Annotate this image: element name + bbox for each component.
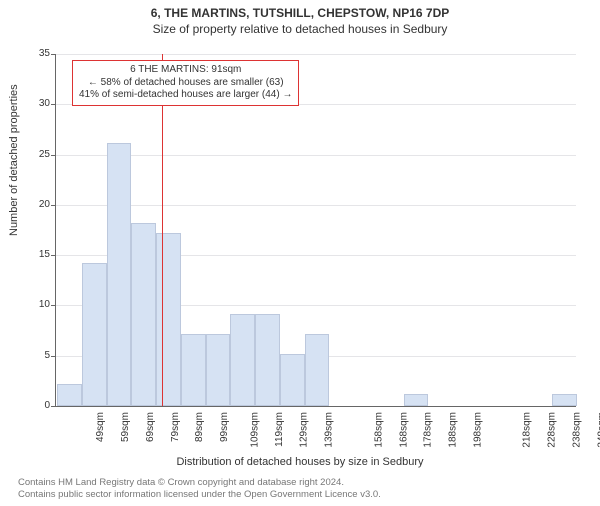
histogram-bar	[305, 334, 330, 406]
histogram-bar	[552, 394, 577, 406]
y-tick-label: 35	[26, 48, 50, 59]
x-tick-label: 89sqm	[194, 412, 205, 442]
y-tick-label: 0	[26, 400, 50, 411]
gridline	[56, 155, 576, 156]
histogram-bar	[107, 143, 132, 406]
x-tick-label: 168sqm	[398, 412, 409, 448]
x-tick-label: 79sqm	[170, 412, 181, 442]
histogram-bar	[255, 314, 280, 407]
title-sub: Size of property relative to detached ho…	[0, 22, 600, 36]
histogram-bar	[156, 233, 181, 406]
x-tick-label: 238sqm	[571, 412, 582, 448]
y-tick-label: 20	[26, 199, 50, 210]
histogram-bar	[131, 223, 156, 406]
histogram-bar	[181, 334, 206, 406]
y-axis-title: Number of detached properties	[8, 84, 20, 236]
x-tick-label: 178sqm	[423, 412, 434, 448]
y-tick-label: 15	[26, 249, 50, 260]
x-tick-label: 109sqm	[250, 412, 261, 448]
histogram-bar	[57, 384, 82, 406]
footer-line-1: Contains HM Land Registry data © Crown c…	[18, 477, 344, 488]
gridline	[56, 205, 576, 206]
histogram-bar	[82, 263, 107, 406]
annotation-line: 41% of semi-detached houses are larger (…	[79, 89, 292, 102]
y-tick-label: 5	[26, 350, 50, 361]
footer-line-2: Contains public sector information licen…	[18, 489, 381, 500]
gridline	[56, 54, 576, 55]
y-tick	[51, 205, 56, 206]
annotation-box: 6 THE MARTINS: 91sqm← 58% of detached ho…	[72, 60, 299, 106]
x-tick-label: 119sqm	[274, 412, 285, 447]
y-tick	[51, 356, 56, 357]
x-tick-label: 139sqm	[324, 412, 335, 448]
histogram-bar	[230, 314, 255, 407]
y-tick	[51, 305, 56, 306]
x-tick-label: 228sqm	[547, 412, 558, 448]
histogram-bar	[206, 334, 231, 406]
y-tick	[51, 406, 56, 407]
x-tick-label: 158sqm	[373, 412, 384, 448]
y-tick	[51, 155, 56, 156]
x-tick-label: 49sqm	[95, 412, 106, 442]
x-tick-label: 99sqm	[219, 412, 230, 442]
x-axis-title: Distribution of detached houses by size …	[0, 456, 600, 468]
x-tick-label: 198sqm	[472, 412, 483, 448]
annotation-line: 6 THE MARTINS: 91sqm	[79, 64, 292, 77]
title-main: 6, THE MARTINS, TUTSHILL, CHEPSTOW, NP16…	[0, 6, 600, 20]
histogram-bar	[404, 394, 429, 406]
x-tick-label: 59sqm	[120, 412, 131, 442]
plot-area: 0510152025303549sqm59sqm69sqm79sqm89sqm9…	[55, 54, 576, 407]
y-tick-label: 25	[26, 149, 50, 160]
y-tick	[51, 54, 56, 55]
x-tick-label: 69sqm	[145, 412, 156, 442]
x-tick-label: 248sqm	[596, 412, 600, 448]
x-tick-label: 188sqm	[448, 412, 459, 448]
x-tick-label: 218sqm	[522, 412, 533, 448]
histogram-bar	[280, 354, 305, 406]
y-tick-label: 10	[26, 299, 50, 310]
annotation-line: ← 58% of detached houses are smaller (63…	[79, 77, 292, 90]
marker-line	[162, 54, 163, 406]
y-tick	[51, 255, 56, 256]
x-tick-label: 129sqm	[299, 412, 310, 448]
y-tick-label: 30	[26, 98, 50, 109]
y-tick	[51, 104, 56, 105]
